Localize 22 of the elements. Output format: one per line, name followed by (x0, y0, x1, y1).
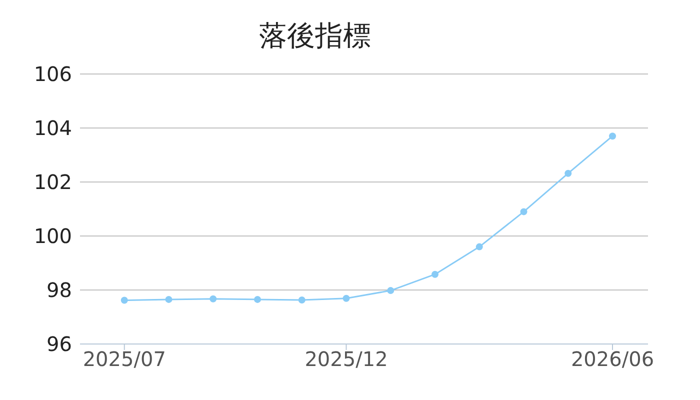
point (120, 296, 128, 304)
point (165, 296, 172, 303)
y-tick-label: 104 (34, 116, 72, 140)
point (254, 296, 261, 303)
point (520, 208, 528, 216)
x-tick-label: 2025/07 (82, 347, 166, 372)
y-tick-label: 96 (46, 332, 72, 356)
point (342, 294, 350, 302)
point (298, 296, 306, 304)
y-tick-label: 100 (34, 224, 72, 248)
point (564, 170, 572, 177)
point (387, 287, 394, 294)
point (609, 132, 616, 140)
x-tick-label: 2026/06 (570, 347, 654, 372)
point (432, 270, 438, 278)
x-tick-label: 2025/12 (304, 347, 388, 372)
point (476, 243, 483, 250)
y-tick-label: 102 (34, 170, 72, 194)
chart-title: 落後指標 (258, 18, 372, 54)
y-tick-label: 98 (46, 278, 72, 302)
y-tick-label: 106 (34, 62, 72, 86)
point (210, 295, 217, 302)
